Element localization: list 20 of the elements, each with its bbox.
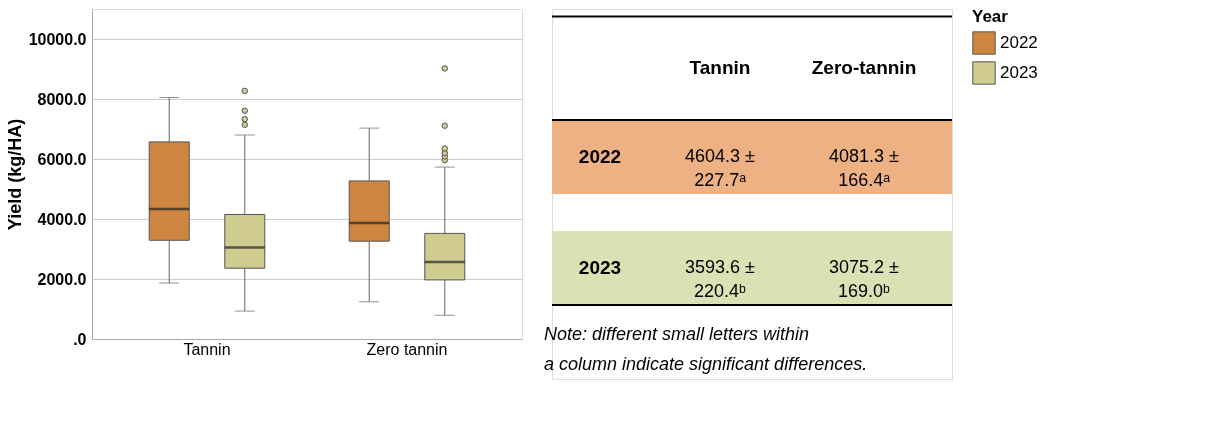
y-tick-label: 10000.0: [28, 30, 87, 48]
text: 4081.3 ± 166.4ᵃ: [829, 146, 899, 190]
category-label: Zero-tannin: [811, 57, 917, 79]
y-tick-label: .0: [73, 330, 87, 348]
text: 2023: [578, 257, 622, 278]
y-axis-title: Yield (kg/HA): [4, 118, 25, 231]
legend-title: Year: [972, 7, 1009, 26]
text: 3075.2 ± 169.0ᵇ: [829, 257, 899, 301]
y-tick-label: 2000.0: [37, 270, 87, 288]
text: Note: different small letters within a column indicate significant differences.: [544, 323, 868, 374]
text: 4604.3 ± 227.7ᵃ: [685, 146, 755, 190]
y-tick-label: 6000.0: [37, 150, 87, 168]
x-tick-label: Zero tannin: [366, 340, 448, 358]
legend-label: 2022: [1000, 33, 1038, 52]
legend-label: 2023: [1000, 63, 1038, 82]
text: 2022: [578, 146, 622, 167]
y-tick-label: 4000.0: [37, 210, 87, 228]
category-label: Tannin: [689, 57, 751, 79]
y-tick-label: 8000.0: [37, 90, 87, 108]
text: 3593.6 ± 220.4ᵇ: [685, 257, 755, 301]
